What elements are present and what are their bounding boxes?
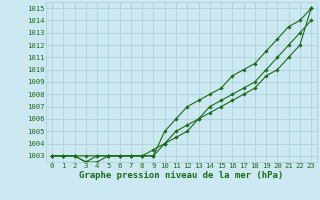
X-axis label: Graphe pression niveau de la mer (hPa): Graphe pression niveau de la mer (hPa): [79, 171, 284, 180]
